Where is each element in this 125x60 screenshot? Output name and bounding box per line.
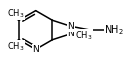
- Text: N: N: [32, 45, 39, 54]
- Text: CH$_3$: CH$_3$: [7, 40, 25, 53]
- Text: N: N: [68, 29, 74, 38]
- Text: CH$_3$: CH$_3$: [75, 30, 92, 42]
- Text: N: N: [68, 22, 74, 31]
- Text: NH$_2$: NH$_2$: [104, 23, 124, 37]
- Text: CH$_3$: CH$_3$: [7, 7, 25, 20]
